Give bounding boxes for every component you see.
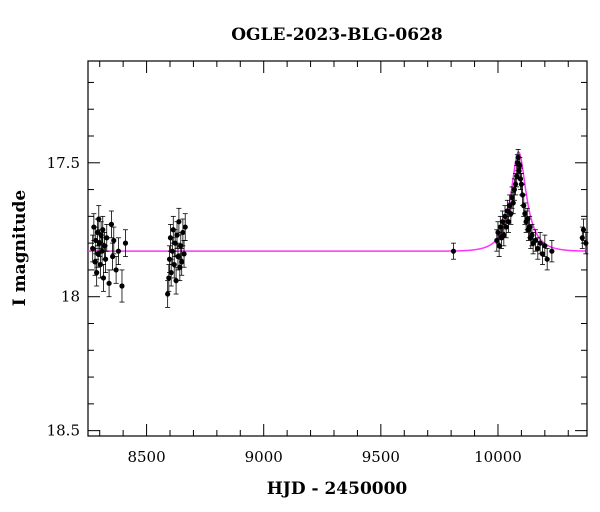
data-point [113, 256, 119, 284]
data-point [108, 210, 115, 239]
data-point [176, 207, 182, 236]
data-point [119, 269, 125, 303]
data-point [182, 213, 188, 241]
data-point [104, 223, 110, 252]
data-point [549, 240, 555, 263]
data-point [102, 245, 109, 274]
data-point [180, 218, 186, 247]
data-point [510, 191, 516, 215]
data-point [100, 264, 107, 292]
data-point [106, 269, 112, 298]
y-axis-tick-labels: 17.5 18 18.5 [47, 154, 80, 440]
y-axis-label: I magnitude [10, 190, 30, 307]
x-axis-label: HJD - 2450000 [267, 479, 408, 499]
data-point [583, 232, 589, 255]
data-point [450, 242, 457, 260]
y-axis-ticks [88, 81, 587, 432]
x-tick-label: 9500 [362, 448, 400, 466]
data-point [177, 253, 183, 282]
data-point [544, 248, 550, 271]
data-point [173, 266, 179, 295]
x-axis-tick-labels: 8500 9000 9500 10000 [127, 448, 521, 466]
data-point [96, 205, 102, 233]
data-point [165, 280, 171, 308]
x-tick-label: 9000 [245, 448, 283, 466]
data-point [109, 242, 116, 271]
data-point [580, 218, 587, 241]
data-point [94, 258, 100, 287]
y-tick-label: 18 [61, 288, 80, 306]
data-point [495, 221, 501, 244]
x-tick-label: 10000 [474, 448, 522, 466]
x-tick-label: 8500 [127, 448, 165, 466]
data-point [166, 264, 172, 292]
data-point [168, 258, 174, 287]
data-point [122, 229, 129, 257]
data-point [542, 234, 548, 257]
y-tick-label: 18.5 [47, 422, 80, 440]
y-tick-label: 17.5 [47, 154, 80, 172]
chart-title: OGLE-2023-BLG-0628 [231, 25, 443, 45]
data-point [115, 237, 122, 265]
data-point [535, 237, 541, 260]
data-point [500, 210, 506, 233]
x-axis-ticks [99, 61, 569, 436]
data-points-layer [90, 148, 589, 308]
data-point [111, 226, 117, 255]
data-point [503, 215, 509, 239]
plot-frame [87, 60, 588, 437]
